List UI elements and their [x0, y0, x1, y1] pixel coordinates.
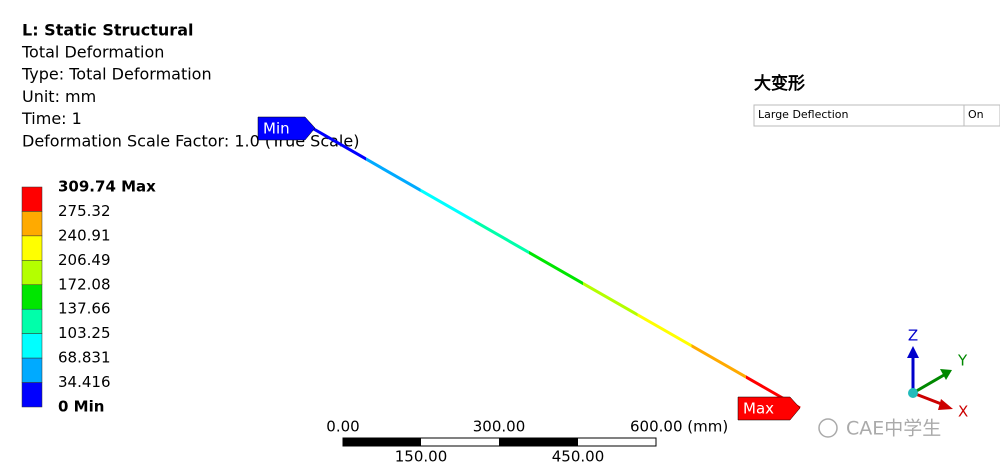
legend-label: 275.32 [58, 202, 111, 220]
axis-label: Y [957, 352, 968, 370]
legend-label: 309.74 Max [58, 178, 156, 196]
scale-segment [343, 438, 421, 446]
min-probe: Min [257, 116, 316, 141]
legend-band [21, 357, 43, 383]
y-axis [912, 373, 945, 395]
watermark-text: CAE中学生 [846, 418, 941, 440]
legend-label: 240.91 [58, 226, 111, 244]
legend-band [21, 235, 43, 261]
result-line: Total Deformation [21, 43, 164, 62]
legend-label: 206.49 [58, 251, 111, 269]
legend-label: 34.416 [58, 373, 111, 391]
legend-label: 172.08 [58, 275, 111, 293]
scale-segment [499, 438, 578, 446]
y-arrow [940, 369, 952, 380]
result-title: L: Static Structural [22, 21, 193, 40]
max-probe: Max [737, 396, 801, 421]
triad: Z Y X [907, 327, 968, 421]
probe-label: Max [743, 400, 774, 418]
scale-label: 600.00 (mm) [630, 418, 728, 436]
x-arrow [938, 399, 953, 410]
result-line: Type: Total Deformation [21, 65, 212, 84]
table-row [753, 104, 1000, 127]
probe-flag [737, 396, 801, 421]
legend-label: 0 Min [58, 398, 104, 416]
result-line: Time: 1 [21, 109, 82, 128]
triad-origin [908, 388, 918, 398]
scale-label: 150.00 [395, 448, 448, 466]
scale-label: 0.00 [326, 418, 359, 436]
legend-band [21, 333, 43, 359]
property-value: On [968, 108, 984, 121]
legend-band [21, 382, 43, 408]
watermark: CAE中学生 [818, 418, 941, 440]
legend-label: 103.25 [58, 324, 111, 342]
legend-band [21, 186, 43, 212]
scale-label: 300.00 [473, 418, 526, 436]
axis-label: Z [908, 327, 918, 345]
axis-label: X [958, 403, 968, 421]
probe-flag [257, 116, 316, 141]
probe-label: Min [263, 120, 290, 138]
legend-label: 137.66 [58, 300, 111, 318]
panel-title: 大变形 [754, 73, 805, 94]
scale-bar: 0.00 300.00 600.00 (mm) 150.00 450.00 [326, 418, 728, 466]
legend-band [21, 260, 43, 286]
details-table: Large Deflection On [753, 104, 1000, 127]
legend-label: 68.831 [58, 349, 111, 367]
scale-label: 450.00 [552, 448, 605, 466]
result-line: Unit: mm [22, 87, 96, 106]
watermark-icon [818, 418, 838, 438]
x-axis [912, 391, 945, 407]
legend-band [21, 308, 43, 334]
legend-band [21, 284, 43, 310]
z-arrow [907, 346, 919, 358]
beam [311, 126, 801, 410]
property-name: Large Deflection [758, 108, 849, 121]
legend-band [21, 211, 43, 237]
